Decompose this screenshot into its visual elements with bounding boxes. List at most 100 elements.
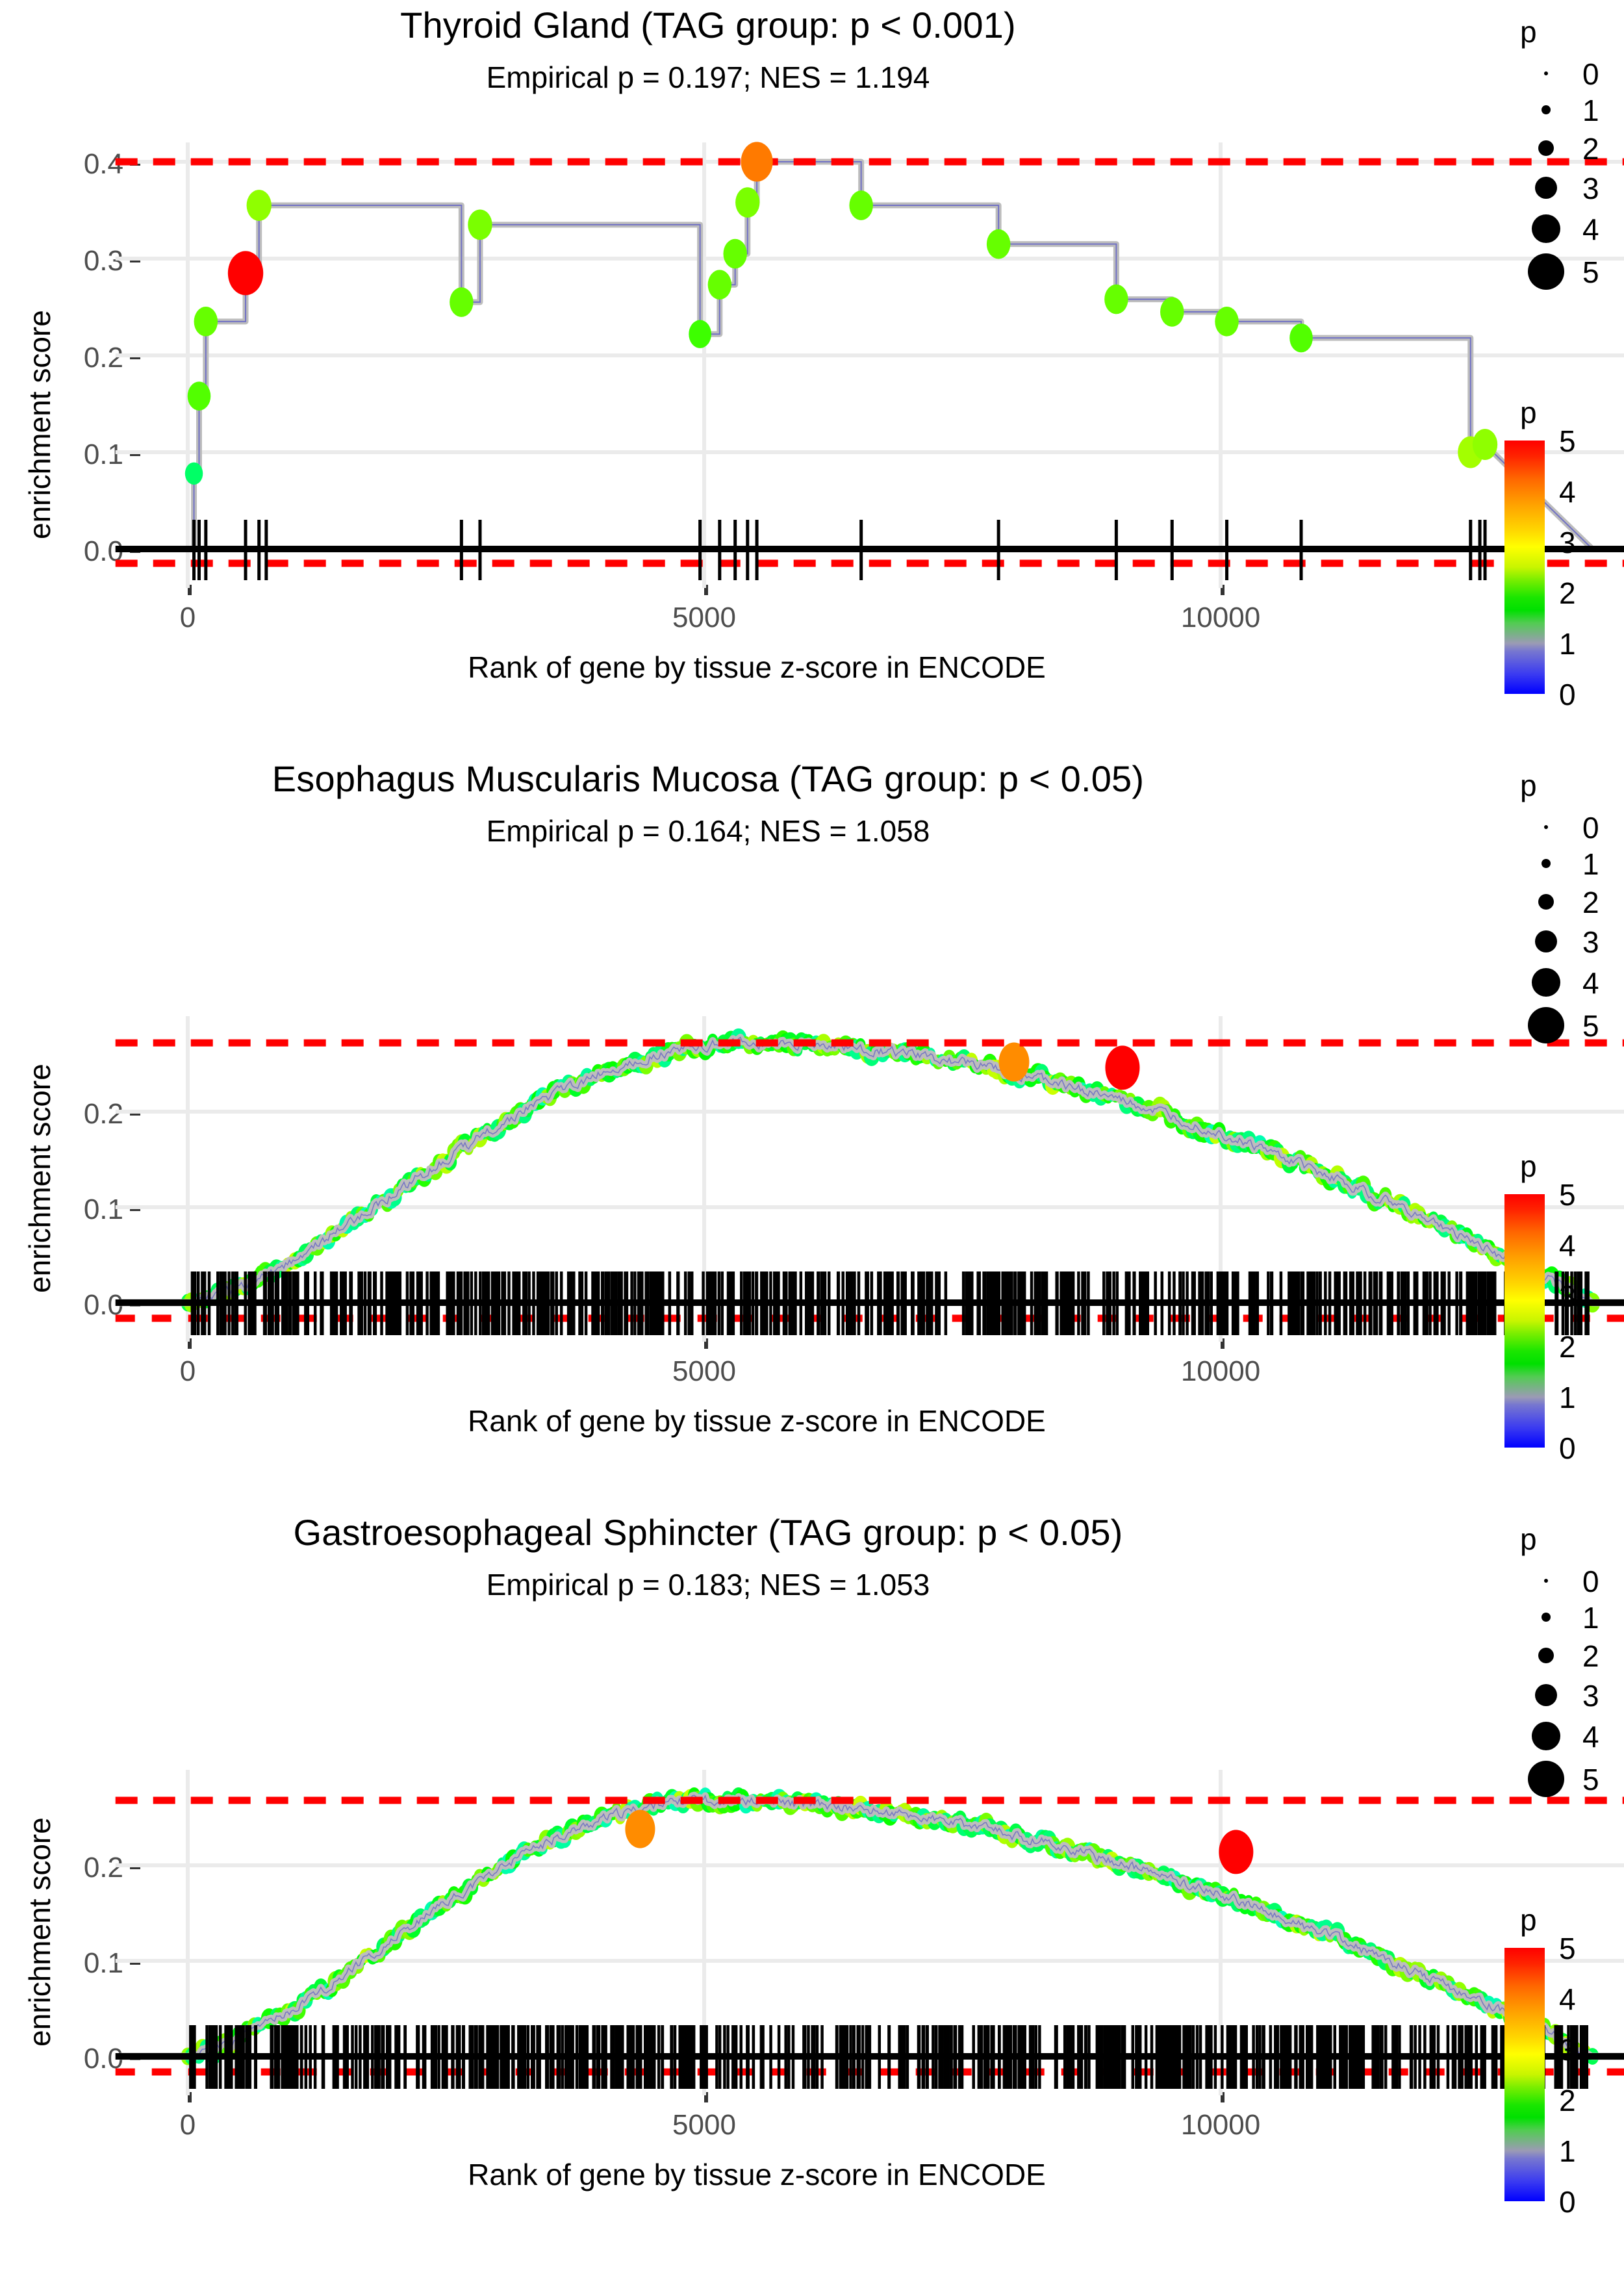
x-axis-title: Rank of gene by tissue z-score in ENCODE [468, 650, 1046, 684]
size-legend-title: p [1520, 769, 1537, 802]
gene-point[interactable] [1160, 297, 1184, 327]
gene-point[interactable] [735, 187, 760, 218]
colorbar-tick [1504, 1446, 1519, 1450]
gene-point[interactable] [468, 209, 492, 240]
x-tickmark [188, 1338, 192, 1349]
gene-point-highlight[interactable] [1105, 1045, 1140, 1090]
size-legend-dot [1542, 1613, 1551, 1622]
enrichment-curve [117, 1791, 1624, 2060]
size-legend-title: p [1520, 15, 1537, 49]
colorbar-label: 2 [1559, 576, 1576, 610]
gene-point[interactable] [227, 251, 264, 296]
size-legend-dot [1535, 930, 1557, 952]
size-legend-dot [1544, 71, 1548, 75]
colorbar-label: 4 [1559, 475, 1576, 509]
color-legend-bar [1504, 441, 1545, 694]
colorbar-label: 2 [1559, 1330, 1576, 1364]
panel-title: Thyroid Gland (TAG group: p < 0.001) [400, 5, 1016, 45]
panel-title: Esophagus Muscularis Mucosa (TAG group: … [272, 758, 1145, 799]
x-tickmark [1221, 1338, 1224, 1349]
x-tickmark [704, 1338, 708, 1349]
gene-point[interactable] [1104, 284, 1128, 314]
colorbar-label: 0 [1559, 2185, 1576, 2219]
color-legend-title: p [1520, 396, 1537, 429]
x-tick-label: 0 [179, 2109, 196, 2141]
colorbar-label: 5 [1559, 424, 1576, 458]
panel-subtitle: Empirical p = 0.164; NES = 1.058 [486, 814, 930, 848]
colorbar-tick [1504, 2200, 1519, 2203]
gene-point-highlight[interactable] [998, 1042, 1030, 1082]
gene-point[interactable] [723, 238, 747, 269]
size-legend-dot [1538, 894, 1554, 910]
gene-point[interactable] [849, 190, 873, 220]
y-tick-label: 0.1 [83, 1194, 123, 1225]
color-legend-title: p [1520, 1903, 1537, 1937]
colorbar-label: 5 [1559, 1178, 1576, 1212]
gene-point[interactable] [986, 229, 1011, 259]
x-tickmark [704, 2092, 708, 2102]
y-tick-label: 0.1 [83, 1947, 123, 1979]
x-tick-label: 0 [179, 602, 196, 633]
colorbar-label: 1 [1559, 2134, 1576, 2168]
panel-gastroesophageal-sphincter: Gastroesophageal Sphincter (TAG group: p… [0, 1507, 1624, 2261]
gene-point[interactable] [1472, 429, 1498, 461]
size-legend-dot [1535, 177, 1557, 199]
gene-point[interactable] [450, 287, 474, 317]
colorbar-tick [1530, 1446, 1545, 1450]
size-legend-dot [1535, 1684, 1557, 1706]
size-legend-label: 0 [1582, 811, 1599, 845]
colorbar-label: 3 [1559, 2033, 1576, 2067]
x-tick-label: 5000 [672, 602, 736, 633]
size-legend-label: 1 [1582, 94, 1599, 127]
x-tick-label: 10000 [1180, 1355, 1261, 1387]
x-tickmark [188, 2092, 192, 2102]
size-legend-label: 2 [1582, 132, 1599, 166]
size-legend-dot [1528, 253, 1564, 290]
x-axis-title: Rank of gene by tissue z-score in ENCODE [468, 2158, 1046, 2191]
x-axis-title: Rank of gene by tissue z-score in ENCODE [468, 1404, 1046, 1438]
size-legend-dot [1532, 1722, 1560, 1750]
gene-point[interactable] [689, 320, 711, 348]
x-tick-label: 5000 [672, 1355, 736, 1387]
x-tick-label: 10000 [1180, 2109, 1261, 2141]
size-legend-label: 5 [1582, 1009, 1599, 1043]
gene-point[interactable] [1215, 307, 1239, 337]
size-legend-label: 0 [1582, 1565, 1599, 1598]
gene-point[interactable] [1289, 323, 1313, 353]
colorbar-label: 3 [1559, 526, 1576, 559]
size-legend-dot [1532, 214, 1560, 243]
gene-point-highlight[interactable] [1219, 1830, 1254, 1874]
color-legend-title: p [1520, 1149, 1537, 1183]
color-legend-bar [1504, 1948, 1545, 2201]
colorbar-label: 0 [1559, 678, 1576, 711]
x-tickmark [704, 585, 708, 595]
size-legend-label: 4 [1582, 966, 1599, 1000]
colorbar-tick [1530, 693, 1545, 696]
size-legend-dot [1542, 859, 1551, 868]
x-tick-label: 5000 [672, 2109, 736, 2141]
gene-point[interactable] [184, 462, 203, 485]
colorbar-label: 0 [1559, 1431, 1576, 1465]
gene-point[interactable] [194, 307, 218, 337]
gene-point[interactable] [187, 381, 211, 411]
gene-point[interactable] [246, 190, 272, 221]
enrichment-curve [117, 1034, 1624, 1307]
size-legend-dot [1538, 1648, 1554, 1663]
colorbar-label: 4 [1559, 1229, 1576, 1262]
color-legend-bar [1504, 1194, 1545, 1448]
size-legend-label: 1 [1582, 847, 1599, 881]
gene-point[interactable] [741, 142, 773, 182]
size-legend-dot [1532, 968, 1560, 997]
gene-point-highlight[interactable] [625, 1809, 655, 1848]
size-legend-dot [1528, 1761, 1564, 1797]
colorbar-label: 1 [1559, 627, 1576, 661]
size-legend-label: 5 [1582, 255, 1599, 289]
size-legend-label: 2 [1582, 1639, 1599, 1673]
colorbar-tick [1504, 693, 1519, 696]
x-tickmark [188, 585, 192, 595]
x-tick-label: 10000 [1180, 602, 1261, 633]
gene-point[interactable] [707, 270, 732, 300]
y-tick-label: 0.2 [83, 342, 123, 374]
